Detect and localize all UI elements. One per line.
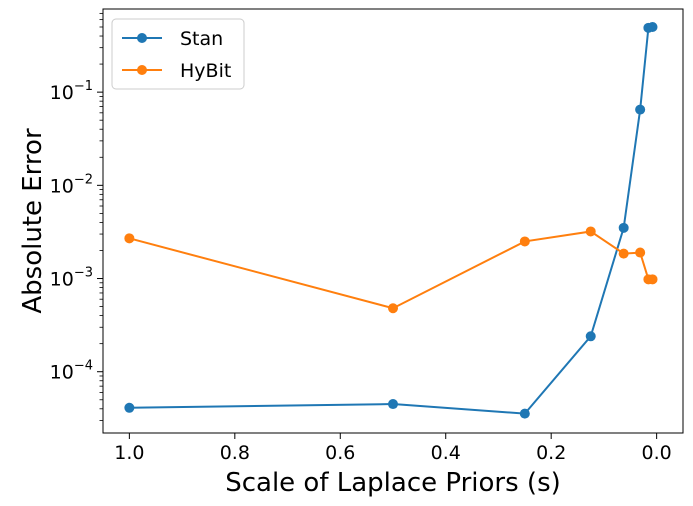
legend-marker-hybit xyxy=(137,65,147,75)
y-tick-label: 10−1 xyxy=(50,79,93,104)
data-point-stan-7 xyxy=(647,21,658,32)
legend-marker-stan xyxy=(137,33,147,43)
data-point-hybit-1 xyxy=(388,303,398,314)
y-tick-label: 10−4 xyxy=(50,359,93,384)
data-point-stan-0 xyxy=(124,402,135,413)
legend: Stan HyBit xyxy=(111,18,245,90)
data-point-stan-2 xyxy=(519,408,530,419)
data-point-stan-3 xyxy=(585,331,596,342)
x-tick-label: 0.6 xyxy=(325,442,355,464)
legend-label-hybit: HyBit xyxy=(180,60,231,82)
data-point-stan-1 xyxy=(388,399,398,410)
x-tick-label: 0.2 xyxy=(536,442,566,464)
data-point-hybit-0 xyxy=(124,233,135,244)
y-tick-label: 10−2 xyxy=(50,172,93,197)
data-point-stan-4 xyxy=(618,222,629,233)
data-point-hybit-2 xyxy=(519,236,530,247)
series-line-stan xyxy=(129,26,653,415)
data-point-stan-5 xyxy=(635,104,646,115)
y-tick-label: 10−3 xyxy=(50,266,93,291)
data-point-hybit-5 xyxy=(635,247,646,258)
data-point-hybit-3 xyxy=(585,226,596,237)
legend-label-stan: Stan xyxy=(180,28,223,50)
x-tick-label: 1.0 xyxy=(114,442,144,464)
data-point-hybit-7 xyxy=(647,274,658,285)
x-tick-label: 0.4 xyxy=(431,442,461,464)
x-axis-label: Scale of Laplace Priors (s) xyxy=(225,468,561,498)
data-point-hybit-4 xyxy=(618,248,629,259)
y-axis-label: Absolute Error xyxy=(18,128,48,314)
axes: 1.0 0.8 0.6 0.4 0.2 0.0 10−4 10−3 10−2 10−1 xyxy=(50,8,684,464)
x-tick-label: 0.0 xyxy=(642,442,672,464)
series-layer xyxy=(124,21,658,419)
plot-frame xyxy=(102,8,684,434)
x-tick-label: 0.8 xyxy=(220,442,250,464)
